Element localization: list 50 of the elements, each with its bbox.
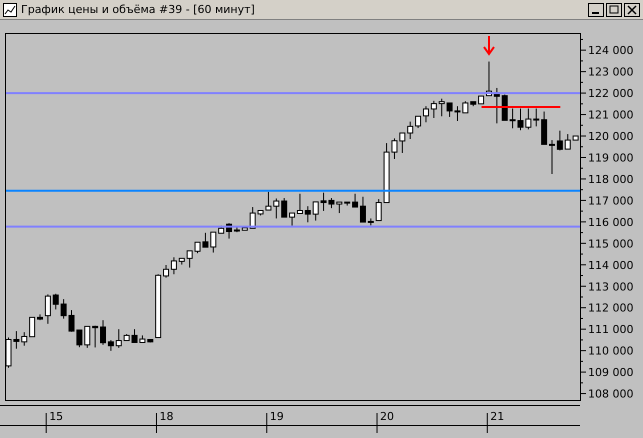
candlestick (360, 196, 366, 223)
candlestick (170, 256, 177, 275)
candlestick (328, 198, 334, 209)
x-tick-label: 21 (490, 410, 504, 423)
chart-title: График цены и объёма #39 - [60 минут] (21, 3, 255, 16)
candlestick (415, 116, 422, 129)
candlestick (422, 106, 429, 123)
candlestick (376, 198, 382, 222)
candlestick (454, 106, 460, 122)
y-tick-label: 121 000 (588, 108, 634, 122)
candlestick (108, 340, 114, 352)
candlestick (202, 232, 208, 248)
candlestick (100, 320, 106, 346)
y-tick-label: 109 000 (588, 366, 634, 380)
candlestick (265, 191, 272, 211)
candlestick (194, 242, 201, 254)
x-tick-label: 15 (49, 410, 64, 423)
y-tick-label: 122 000 (588, 87, 634, 100)
candlestick (446, 102, 453, 118)
y-tick-label: 114 000 (588, 258, 634, 272)
candlestick (320, 192, 327, 212)
candlestick (517, 108, 524, 131)
y-tick-label: 119 000 (588, 151, 634, 164)
y-tick-label: 113 000 (588, 280, 634, 294)
candlestick (352, 193, 358, 208)
x-tick-label: 20 (380, 410, 394, 423)
y-tick-label: 115 000 (588, 237, 634, 250)
y-tick-label: 112 000 (588, 302, 634, 315)
y-tick-label: 111 000 (588, 323, 634, 336)
candlestick (132, 328, 138, 343)
candlestick (13, 330, 20, 350)
candlestick (289, 212, 296, 226)
candlestick (391, 138, 398, 160)
y-tick-label: 117 000 (588, 194, 634, 208)
x-tick-label: 18 (159, 410, 174, 423)
candlestick (44, 294, 51, 324)
candlestick (296, 193, 303, 214)
y-tick-label: 120 000 (588, 130, 634, 144)
candlestick (163, 264, 170, 278)
x-tick-label: 19 (270, 410, 284, 423)
y-tick-label: 108 000 (588, 388, 634, 401)
y-tick-label: 110 000 (588, 344, 634, 358)
y-tick-label: 123 000 (588, 66, 634, 79)
candlestick (510, 108, 516, 129)
y-tick-label: 118 000 (588, 172, 634, 186)
y-tick-label: 124 000 (588, 44, 634, 58)
candlestick (76, 330, 82, 348)
candlestick (68, 310, 75, 332)
y-tick-label: 116 000 (588, 216, 634, 229)
candlestick (548, 140, 555, 175)
